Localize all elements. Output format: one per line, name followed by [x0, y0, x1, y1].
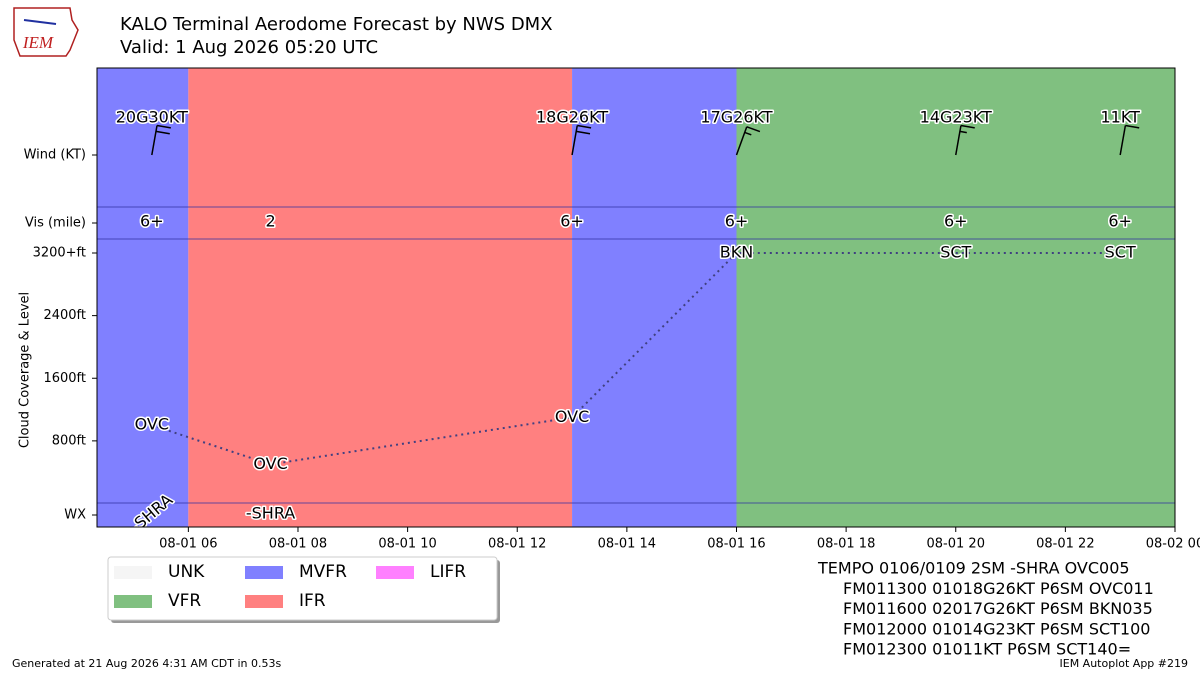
category-band: [736, 68, 1175, 527]
wind-barb: [577, 124, 592, 129]
wind-label: 17G26KT: [700, 108, 772, 127]
row-label: WX: [64, 508, 86, 523]
legend: UNK VFR MVFR IFR LIFR: [107, 556, 500, 623]
x-tick-label: 08-01 08: [269, 537, 327, 552]
footer: Generated at 21 Aug 2026 4:31 AM CDT in …: [12, 657, 281, 670]
cloud-label: SCT: [940, 243, 971, 262]
x-tick-label: 08-02 00: [1146, 537, 1200, 552]
wind-barb: [576, 130, 591, 135]
legend-label: LIFR: [430, 562, 466, 582]
x-tick-label: 08-01 20: [927, 537, 985, 552]
legend-label: MVFR: [299, 562, 347, 582]
plot-frame: [96, 67, 1176, 528]
logo-text: IEM: [22, 33, 54, 52]
legend-label: UNK: [168, 562, 205, 582]
vis-label: 6+: [560, 212, 584, 231]
x-tick-label: 08-01 12: [488, 537, 546, 552]
wind-label: 18G26KT: [536, 108, 608, 127]
vis-label: 2: [265, 212, 275, 231]
wind-barb: [156, 124, 171, 129]
vis-label: 6+: [1108, 212, 1132, 231]
legend-swatch: [245, 595, 283, 608]
legend-swatch: [114, 595, 152, 608]
wx-label: -SHRA: [246, 504, 295, 523]
wind-staff: [735, 126, 748, 156]
wind-label: 20G30KT: [116, 108, 188, 127]
legend-swatch: [245, 566, 283, 579]
y-axis-label: Cloud Coverage & Level: [18, 292, 33, 448]
footer: IEM Autoplot App #219: [1060, 657, 1189, 670]
wind-staff: [151, 125, 158, 156]
wind-staff: [1119, 125, 1127, 156]
vis-label: 6+: [944, 212, 968, 231]
wind-staff: [955, 125, 962, 156]
x-tick-label: 08-01 10: [378, 537, 436, 552]
x-tick-label: 08-01 06: [159, 537, 217, 552]
plot-area: OVC OVC OVC BKN SCT SCT 20G30KT 18G26KT 17G26KT 1…: [97, 68, 1175, 527]
cloud-label: BKN: [720, 243, 753, 262]
y-tick-label: 2400ft: [43, 308, 86, 323]
logo-icon: [23, 19, 57, 25]
wind-label: 11KT: [1100, 108, 1140, 127]
logo: IEM: [13, 7, 79, 57]
y-tick-label: 800ft: [52, 433, 86, 448]
vis-label: 6+: [140, 212, 164, 231]
wind-staff: [571, 125, 578, 156]
wind-barb: [1125, 124, 1140, 129]
cloud-label: SCT: [1105, 243, 1136, 262]
taf-line: FM012300 01011KT P6SM SCT140=: [843, 640, 1131, 659]
chart-subtitle: Valid: 1 Aug 2026 05:20 UTC: [120, 37, 378, 58]
wind-barb: [960, 124, 975, 129]
wind-barb: [959, 130, 967, 134]
cloud-label: OVC: [135, 415, 169, 434]
vis-label: 6+: [725, 212, 749, 231]
row-label: Wind (KT): [24, 148, 86, 163]
y-tick-label: 3200+ft: [33, 246, 86, 261]
legend-label: IFR: [299, 591, 326, 611]
x-tick-label: 08-01 16: [707, 537, 765, 552]
category-band: [97, 68, 189, 527]
wind-barb: [746, 126, 761, 133]
taf-line: FM012000 01014G23KT P6SM SCT100: [843, 619, 1150, 638]
cloud-label: OVC: [253, 454, 287, 473]
x-tick-label: 08-01 18: [817, 537, 875, 552]
cloud-label: OVC: [555, 407, 589, 426]
cloud-line: [151, 252, 1121, 466]
chart-title: KALO Terminal Aerodome Forecast by NWS D…: [120, 14, 553, 35]
row-label: Vis (mile): [25, 216, 86, 231]
x-tick-label: 08-01 14: [598, 537, 656, 552]
wind-label: 14G23KT: [920, 108, 992, 127]
wind-barb: [744, 131, 752, 136]
taf-line: FM011300 01018G26KT P6SM OVC011: [843, 579, 1154, 598]
legend-swatch: [114, 566, 152, 579]
x-tick-label: 08-01 22: [1036, 537, 1094, 552]
category-band: [188, 68, 573, 527]
category-band: [572, 68, 737, 527]
taf-line: TEMPO 0106/0109 2SM -SHRA OVC005: [817, 559, 1130, 578]
legend-label: VFR: [168, 591, 201, 611]
taf-line: FM011600 02017G26KT P6SM BKN035: [843, 599, 1153, 618]
wind-barb: [155, 130, 170, 135]
y-tick-label: 1600ft: [43, 371, 86, 386]
legend-swatch: [376, 566, 414, 579]
